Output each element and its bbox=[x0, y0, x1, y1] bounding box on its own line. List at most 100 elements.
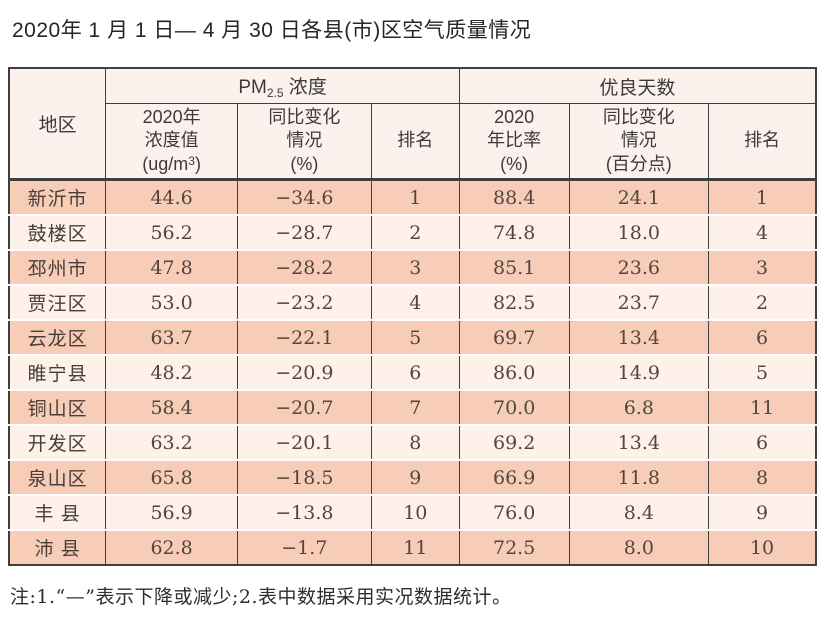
pm25-change-cell: −28.2 bbox=[236, 249, 372, 286]
col-header-pm25-change: 同比变化 情况 (%) bbox=[236, 103, 372, 181]
good-rate-cell: 69.7 bbox=[458, 319, 570, 356]
good-change-cell: 23.7 bbox=[568, 284, 710, 321]
good-change-cell: 13.4 bbox=[568, 424, 710, 461]
table-row: 新沂市 44.6 −34.6 1 88.4 24.1 1 bbox=[8, 178, 817, 216]
pm25-rank-cell: 2 bbox=[370, 214, 460, 251]
pm25-value-cell: 44.6 bbox=[105, 178, 238, 216]
good-rate-cell: 69.2 bbox=[458, 424, 570, 461]
pm25-rank-cell: 3 bbox=[370, 249, 460, 286]
region-cell: 新沂市 bbox=[8, 178, 107, 216]
pm25-rank-cell: 10 bbox=[370, 494, 460, 531]
pm25-rank-cell: 6 bbox=[370, 354, 460, 391]
good-change-cell: 8.0 bbox=[568, 529, 710, 566]
good-rank-cell: 9 bbox=[708, 494, 817, 531]
col-group-good-days: 优良天数 bbox=[458, 67, 817, 104]
good-change-cell: 11.8 bbox=[568, 459, 710, 496]
pm25-rank-cell: 4 bbox=[370, 284, 460, 321]
header-group-row: 地区 PM2.5 浓度 优良天数 bbox=[8, 67, 817, 181]
table-row: 贾汪区 53.0 −23.2 4 82.5 23.7 2 bbox=[8, 284, 817, 321]
good-change-cell: 6.8 bbox=[568, 389, 710, 426]
region-cell: 邳州市 bbox=[8, 249, 107, 286]
pm25-label-suffix: 浓度 bbox=[283, 77, 327, 98]
pm25-value-cell: 53.0 bbox=[105, 284, 238, 321]
pm25-change-cell: −18.5 bbox=[236, 459, 372, 496]
good-change-cell: 14.9 bbox=[568, 354, 710, 391]
pm25-change-cell: −20.1 bbox=[236, 424, 372, 461]
footnote: 注:1.“—”表示下降或减少;2.表中数据采用实况数据统计。 bbox=[10, 586, 512, 608]
unit-superscript: 3 bbox=[188, 153, 195, 168]
header-sub-row: 2020年 浓度值 (ug/m3) 同比变化 情况 (%) 排名 2020 年比… bbox=[9, 103, 817, 181]
pm25-value-cell: 58.4 bbox=[105, 389, 238, 426]
air-quality-table: 地区 PM2.5 浓度 优良天数 2020年 浓度值 (ug/m3) 同比变化 … bbox=[8, 67, 817, 566]
good-change-cell: 23.6 bbox=[568, 249, 710, 286]
pm25-change-cell: −1.7 bbox=[236, 529, 372, 566]
col-group-pm25: PM2.5 浓度 bbox=[105, 67, 460, 104]
pm25-subscript: 2.5 bbox=[266, 86, 284, 100]
good-rate-cell: 66.9 bbox=[458, 459, 570, 496]
table-row: 邳州市 47.8 −28.2 3 85.1 23.6 3 bbox=[8, 249, 817, 286]
page-title: 2020年 1 月 1 日— 4 月 30 日各县(市)区空气质量情况 bbox=[12, 19, 532, 42]
col-header-good-rank: 排名 bbox=[708, 103, 817, 181]
good-rate-cell: 70.0 bbox=[458, 389, 570, 426]
good-change-cell: 13.4 bbox=[568, 319, 710, 356]
good-rate-cell: 86.0 bbox=[458, 354, 570, 391]
pm25-rank-cell: 8 bbox=[370, 424, 460, 461]
pm25-change-cell: −22.1 bbox=[236, 319, 372, 356]
good-rank-cell: 6 bbox=[708, 319, 817, 356]
good-rate-cell: 74.8 bbox=[458, 214, 570, 251]
table-row: 鼓楼区 56.2 −28.7 2 74.8 18.0 4 bbox=[8, 214, 817, 251]
pm25-value-cell: 65.8 bbox=[105, 459, 238, 496]
col-header-pm25-value: 2020年 浓度值 (ug/m3) bbox=[105, 103, 238, 181]
good-rank-cell: 10 bbox=[708, 529, 817, 566]
table-row: 云龙区 63.7 −22.1 5 69.7 13.4 6 bbox=[8, 319, 817, 356]
good-rank-cell: 5 bbox=[708, 354, 817, 391]
pm25-value-cell: 48.2 bbox=[105, 354, 238, 391]
col-header-region: 地区 bbox=[8, 67, 107, 181]
pm25-value-cell: 62.8 bbox=[105, 529, 238, 566]
good-rate-cell: 88.4 bbox=[458, 178, 570, 216]
table-row: 泉山区 65.8 −18.5 9 66.9 11.8 8 bbox=[8, 459, 817, 496]
table-row: 丰 县 56.9 −13.8 10 76.0 8.4 9 bbox=[8, 494, 817, 531]
pm25-value-cell: 63.7 bbox=[105, 319, 238, 356]
good-rate-cell: 72.5 bbox=[458, 529, 570, 566]
pm25-rank-cell: 1 bbox=[370, 178, 460, 216]
col-header-good-change: 同比变化 情况 (百分点) bbox=[568, 103, 710, 181]
region-cell: 云龙区 bbox=[8, 319, 107, 356]
pm25-change-cell: −34.6 bbox=[236, 178, 372, 216]
pm25-change-cell: −23.2 bbox=[236, 284, 372, 321]
good-change-cell: 18.0 bbox=[568, 214, 710, 251]
pm25-change-cell: −13.8 bbox=[236, 494, 372, 531]
pm25-change-cell: −28.7 bbox=[236, 214, 372, 251]
table-row: 沛 县 62.8 −1.7 11 72.5 8.0 10 bbox=[8, 529, 817, 566]
good-rate-cell: 85.1 bbox=[458, 249, 570, 286]
table-row: 睢宁县 48.2 −20.9 6 86.0 14.9 5 bbox=[8, 354, 817, 391]
region-cell: 鼓楼区 bbox=[8, 214, 107, 251]
good-rate-cell: 76.0 bbox=[458, 494, 570, 531]
region-cell: 睢宁县 bbox=[8, 354, 107, 391]
col-header-good-rate: 2020 年比率 (%) bbox=[458, 103, 570, 181]
pm25-value-cell: 63.2 bbox=[105, 424, 238, 461]
good-rank-cell: 1 bbox=[708, 178, 817, 216]
good-rank-cell: 6 bbox=[708, 424, 817, 461]
pm25-rank-cell: 7 bbox=[370, 389, 460, 426]
pm25-value-cell: 56.9 bbox=[105, 494, 238, 531]
pm25-change-cell: −20.9 bbox=[236, 354, 372, 391]
pm25-label: PM bbox=[238, 77, 267, 98]
table-row: 铜山区 58.4 −20.7 7 70.0 6.8 11 bbox=[8, 389, 817, 426]
good-rank-cell: 3 bbox=[708, 249, 817, 286]
table-row: 开发区 63.2 −20.1 8 69.2 13.4 6 bbox=[8, 424, 817, 461]
region-cell: 沛 县 bbox=[8, 529, 107, 566]
good-change-cell: 24.1 bbox=[568, 178, 710, 216]
region-cell: 铜山区 bbox=[8, 389, 107, 426]
col-header-pm25-rank: 排名 bbox=[370, 103, 460, 181]
region-cell: 泉山区 bbox=[8, 459, 107, 496]
pm25-rank-cell: 11 bbox=[370, 529, 460, 566]
pm25-rank-cell: 5 bbox=[370, 319, 460, 356]
pm25-value-cell: 47.8 bbox=[105, 249, 238, 286]
region-cell: 开发区 bbox=[8, 424, 107, 461]
pm25-rank-cell: 9 bbox=[370, 459, 460, 496]
good-rank-cell: 4 bbox=[708, 214, 817, 251]
region-cell: 丰 县 bbox=[8, 494, 107, 531]
pm25-value-cell: 56.2 bbox=[105, 214, 238, 251]
